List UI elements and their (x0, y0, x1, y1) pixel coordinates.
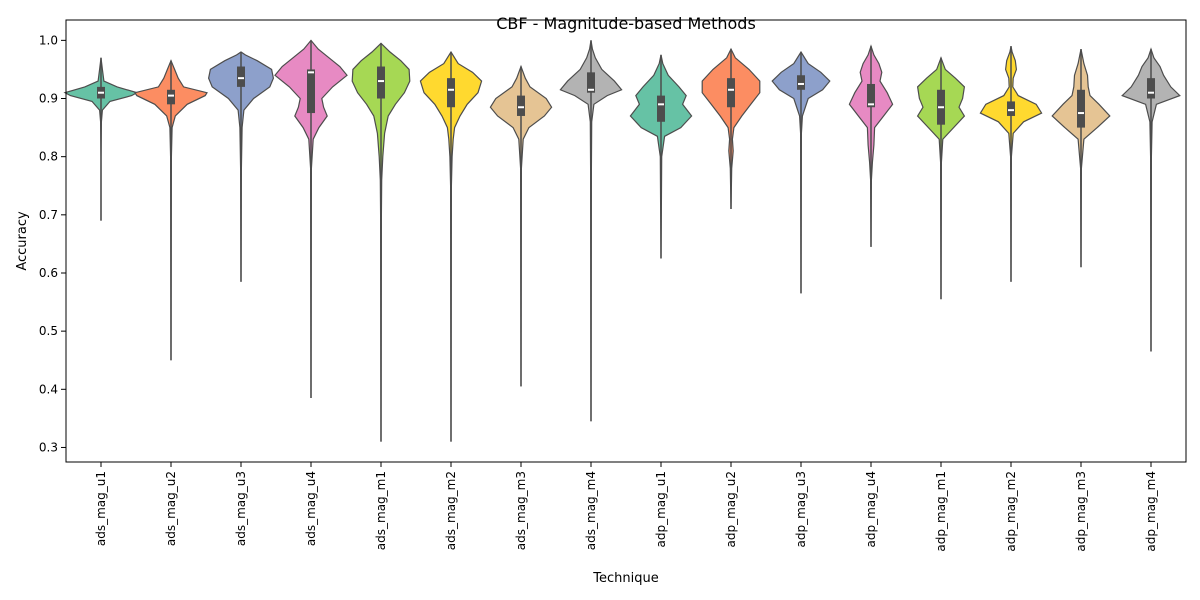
violin-adp_mag_u3 (771, 50, 831, 294)
violin-adp_mag_u4 (848, 44, 894, 247)
violin-ads_mag_u4 (274, 39, 348, 399)
violin-iqr-box (797, 75, 805, 90)
x-tick-label: adp_mag_m2 (1004, 471, 1018, 552)
violin-adp_mag_m3 (1051, 48, 1111, 268)
violin-ads_mag_u1 (63, 57, 139, 221)
violin-iqr-box (1007, 101, 1015, 116)
violin-iqr-box (167, 89, 175, 105)
y-tick-label: 1.0 (39, 33, 58, 47)
y-axis: 0.3 0.4 0.5 0.6 0.7 0.8 0.9 1.0 (39, 33, 66, 454)
violin-adp_mag_u1 (629, 54, 693, 259)
x-tick-label: ads_mag_u1 (94, 471, 108, 546)
y-tick-label: 0.4 (39, 382, 58, 396)
y-tick-label: 0.3 (39, 440, 58, 454)
x-axis-label: Technique (592, 571, 658, 586)
y-tick-label: 0.7 (39, 208, 58, 222)
plot-area (63, 39, 1181, 442)
chart-title: CBF - Magnitude-based Methods (496, 14, 756, 33)
violin-ads_mag_m4 (559, 40, 623, 422)
violin-iqr-box (517, 95, 525, 116)
x-tick-label: ads_mag_m3 (514, 471, 528, 550)
violin-iqr-box (727, 78, 735, 108)
violin-adp_mag_m1 (916, 56, 966, 300)
x-tick-label: adp_mag_m4 (1144, 471, 1158, 552)
violin-ads_mag_u2 (134, 59, 208, 361)
plot-frame (65, 19, 1187, 463)
violin-adp_mag_m2 (979, 46, 1043, 282)
x-tick-label: ads_mag_m4 (584, 471, 598, 550)
violin-iqr-box (657, 95, 665, 122)
x-tick-label: adp_mag_m3 (1074, 471, 1088, 552)
violin-iqr-box (377, 66, 385, 99)
x-axis: ads_mag_u1 ads_mag_u2 ads_mag_u3 ads_mag_u4… (94, 462, 1158, 552)
violin-ads_mag_u3 (207, 51, 275, 282)
violin-ads_mag_m2 (419, 50, 483, 442)
x-tick-label: ads_mag_u4 (304, 471, 318, 546)
x-tick-label: ads_mag_u2 (164, 471, 178, 546)
x-tick-label: ads_mag_u3 (234, 471, 248, 546)
violin-ads_mag_m1 (351, 42, 411, 442)
x-tick-label: ads_mag_m1 (374, 471, 388, 550)
x-tick-label: adp_mag_u1 (654, 471, 668, 548)
x-tick-label: adp_mag_u3 (794, 471, 808, 548)
violin-adp_mag_u2 (701, 47, 761, 210)
violin-iqr-box (1077, 89, 1085, 128)
y-tick-label: 0.6 (39, 266, 58, 280)
violin-iqr-box (1147, 78, 1155, 99)
violin-adp_mag_m4 (1121, 47, 1181, 352)
violin-iqr-box (307, 69, 315, 114)
violin-iqr-box (867, 83, 875, 108)
x-tick-label: adp_mag_u4 (864, 471, 878, 548)
violin-iqr-box (587, 72, 595, 93)
y-tick-label: 0.8 (39, 150, 58, 164)
violin-iqr-box (237, 66, 245, 87)
violin-iqr-box (447, 78, 455, 108)
x-tick-label: adp_mag_m1 (934, 471, 948, 552)
y-tick-label: 0.5 (39, 324, 58, 338)
y-tick-label: 0.9 (39, 92, 58, 106)
x-tick-label: adp_mag_u2 (724, 471, 738, 548)
violin-ads_mag_m3 (489, 64, 553, 387)
x-tick-label: ads_mag_m2 (444, 471, 458, 550)
y-axis-label: Accuracy (15, 211, 30, 271)
